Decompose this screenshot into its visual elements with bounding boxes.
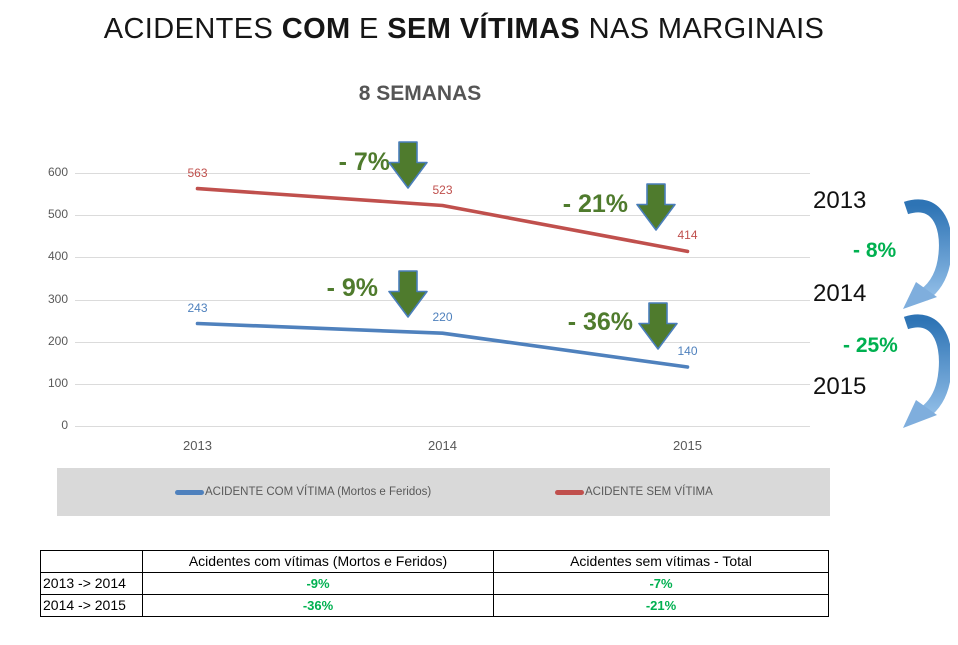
y-axis-tick-label: 400 [47, 249, 68, 264]
legend-label: ACIDENTE COM VÍTIMA (Mortos e Feridos) [205, 486, 432, 498]
blue-line-marker-icon [175, 489, 204, 495]
x-axis-tick-label: 2013 [183, 438, 212, 453]
gridline [75, 383, 810, 385]
curved-down-arrow-icon [903, 314, 950, 428]
data-point-label: 243 [187, 300, 208, 315]
overall-change-label: - 25% [843, 334, 898, 357]
y-axis-tick-label: 100 [47, 375, 68, 390]
table-cell-value: -36% [142, 594, 494, 617]
table-row: 2014 -> 2015 -36% -21% [40, 594, 829, 617]
gridline [75, 299, 810, 301]
chart-subtitle: 8 SEMANAS [358, 82, 482, 105]
gridline [75, 215, 810, 217]
table-header-empty [40, 550, 143, 573]
data-point-label: 563 [187, 165, 208, 180]
table-header-sem-vitimas: Acidentes sem vítimas - Total [493, 550, 829, 573]
gridline [75, 173, 810, 174]
table-cell-value: -9% [142, 572, 494, 595]
gridline [75, 426, 810, 427]
table-header-row: Acidentes com vítimas (Mortos e Feridos)… [40, 550, 829, 573]
down-arrow-icon [388, 141, 428, 189]
chart-legend: ACIDENTE COM VÍTIMA (Mortos e Feridos) A… [57, 468, 830, 516]
down-arrow-icon [388, 270, 428, 318]
legend-label: ACIDENTE SEM VÍTIMA [585, 486, 713, 498]
table-cell-value: -7% [493, 572, 829, 595]
y-axis-tick-label: 200 [47, 333, 68, 348]
page-title: ACIDENTES COM E SEM VÍTIMAS NAS MARGINAI… [2, 12, 926, 46]
gridline [75, 341, 810, 343]
legend-item-com-vitima: ACIDENTE COM VÍTIMA (Mortos e Feridos) [175, 468, 431, 516]
decrease-annotation: - 7% [338, 148, 390, 176]
y-axis-tick-label: 0 [61, 418, 68, 432]
y-axis-tick-label: 600 [47, 165, 68, 179]
decrease-annotation: - 9% [326, 274, 378, 302]
decrease-annotation: - 21% [562, 190, 628, 218]
table-row: 2013 -> 2014 -9% -7% [40, 572, 829, 595]
data-point-label: 523 [432, 182, 453, 197]
series-line [195, 321, 690, 369]
title-part: NAS MARGINAIS [580, 13, 825, 45]
gridline [75, 257, 810, 259]
title-part: E [350, 13, 388, 45]
year-label-2014: 2014 [813, 280, 867, 307]
red-line-marker-icon [555, 489, 584, 495]
data-point-label: 220 [432, 310, 453, 325]
down-arrow-icon [636, 183, 676, 231]
title-part-bold: COM [281, 13, 351, 45]
overall-change-label: - 8% [853, 239, 897, 262]
y-axis-tick-label: 500 [47, 207, 68, 222]
table-row-label: 2013 -> 2014 [40, 572, 143, 595]
year-label-2013: 2013 [813, 187, 867, 214]
table-header-com-vitimas: Acidentes com vítimas (Mortos e Feridos) [142, 550, 494, 573]
year-label-2015: 2015 [813, 373, 867, 400]
x-axis-tick-label: 2015 [673, 438, 702, 453]
curved-down-arrow-icon [903, 199, 950, 309]
series-line [195, 186, 690, 254]
table-row-label: 2014 -> 2015 [40, 594, 143, 617]
x-axis-tick-label: 2014 [428, 438, 457, 453]
table-cell-value: -21% [493, 594, 829, 617]
y-axis-tick-label: 300 [47, 291, 68, 306]
legend-item-sem-vitima: ACIDENTE SEM VÍTIMA [555, 468, 713, 516]
down-arrow-icon [638, 302, 678, 350]
summary-table: Acidentes com vítimas (Mortos e Feridos)… [40, 550, 829, 617]
data-point-label: 140 [677, 344, 698, 358]
title-part: ACIDENTES [103, 13, 282, 45]
title-part-bold: SEM VÍTIMAS [387, 13, 581, 45]
data-point-label: 414 [677, 228, 698, 243]
decrease-annotation: - 36% [567, 308, 633, 336]
